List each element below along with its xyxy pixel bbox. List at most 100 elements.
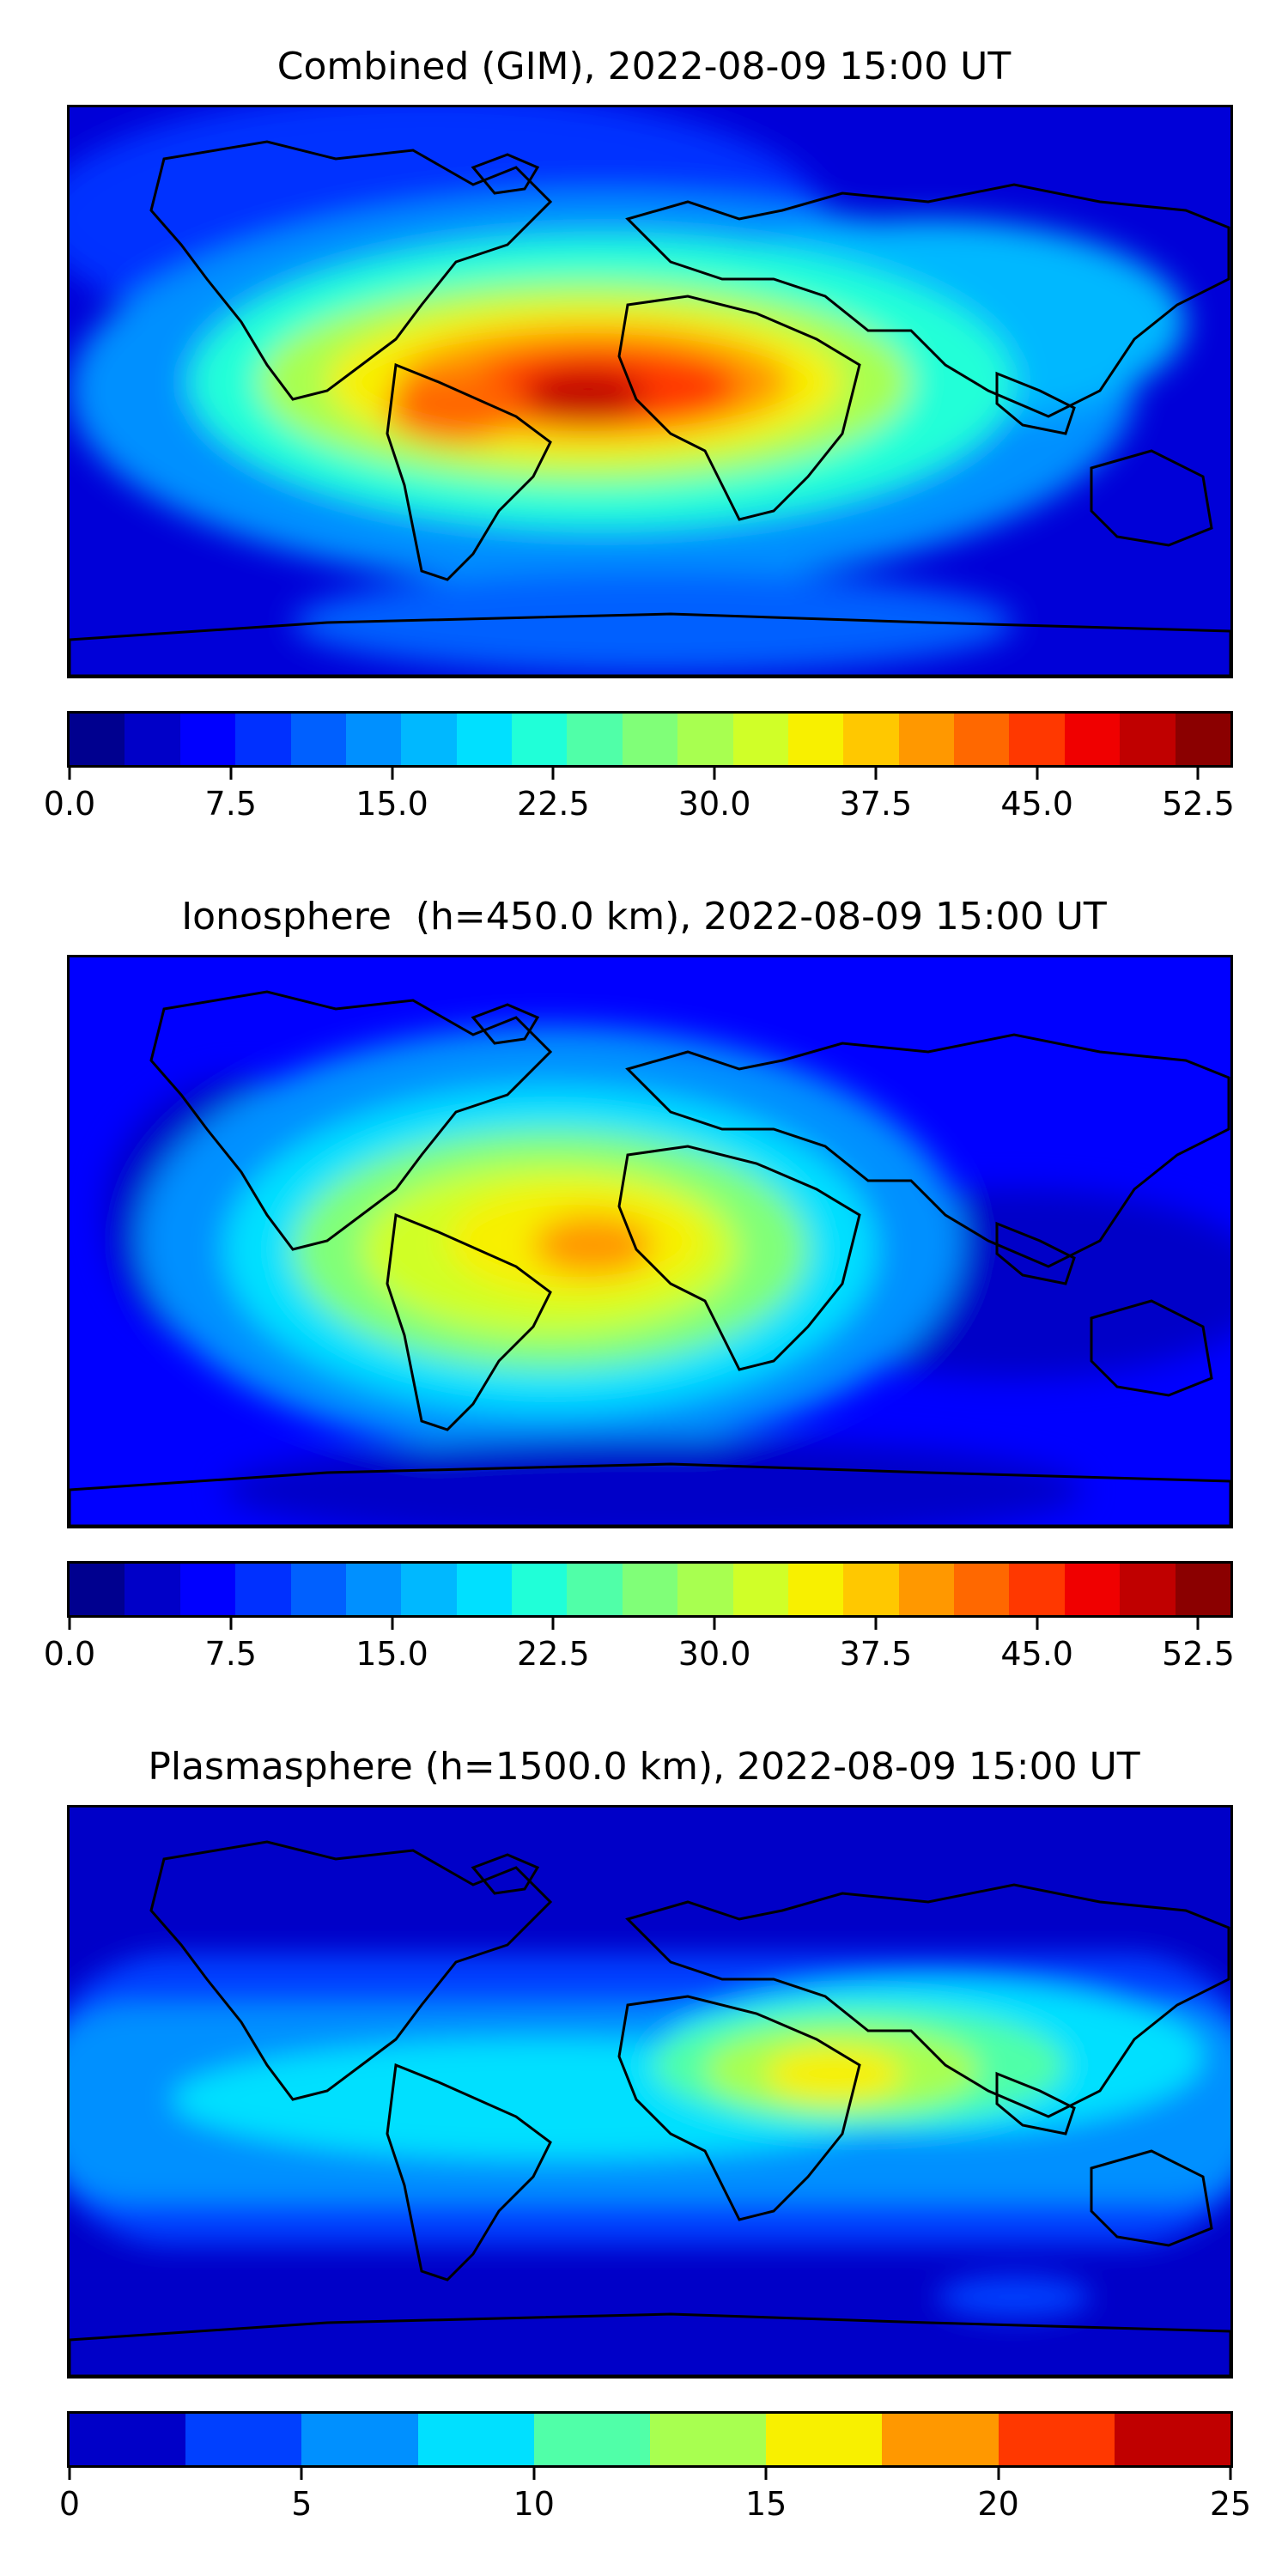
colorbar-tick-label: 15	[745, 2485, 787, 2523]
colorbar-tick-label: 52.5	[1162, 1635, 1235, 1673]
colorbar-swatch	[567, 714, 623, 765]
colorbar-swatch	[650, 2414, 767, 2465]
colorbar-tick-mark	[68, 768, 71, 780]
colorbar-tick-mark	[532, 2468, 536, 2480]
colorbar-swatch	[401, 1564, 457, 1615]
colorbar-swatch	[512, 714, 568, 765]
colorbar-tick-label: 37.5	[839, 1635, 913, 1673]
colorbar-tick-mark	[1229, 2468, 1232, 2480]
colorbar-swatch	[70, 2414, 186, 2465]
colorbar-swatch	[898, 714, 954, 765]
colorbar-tick-label: 22.5	[517, 1635, 590, 1673]
colorbar-swatch	[766, 2414, 883, 2465]
colorbar-tick-label: 52.5	[1162, 785, 1235, 823]
colorbar-swatch	[954, 714, 1010, 765]
colorbar-tick-label: 0.0	[43, 1635, 96, 1673]
colorbar-swatch	[125, 714, 180, 765]
colorbar-tick-mark	[229, 768, 233, 780]
colorbar-swatch	[345, 714, 402, 765]
colorbar-tick-label: 45.0	[1000, 1635, 1073, 1673]
colorbar-swatch	[1064, 714, 1121, 765]
colorbar-ticks-ionosphere: 0.0 7.5 15.0 22.5 30.0 37.5 45.0 52.5	[44, 1618, 1235, 1673]
colorbar-tick-mark	[391, 1618, 394, 1630]
colorbar-swatch	[677, 714, 733, 765]
colorbar-tick-label: 7.5	[204, 1635, 257, 1673]
panel-title-plasmasphere: Plasmasphere (h=1500.0 km), 2022-08-09 1…	[148, 1745, 1140, 1789]
colorbar-tick-label: 15.0	[355, 785, 428, 823]
colorbar-tick-mark	[229, 1618, 233, 1630]
colorbar-swatch	[290, 714, 346, 765]
colorbar-swatch	[1175, 1564, 1230, 1615]
colorbar-swatch	[732, 714, 788, 765]
panel-title-combined: Combined (GIM), 2022-08-09 15:00 UT	[276, 45, 1012, 88]
colorbar-tick-mark	[551, 768, 555, 780]
colorbar-swatch	[567, 1564, 623, 1615]
colorbar-swatch	[417, 2414, 534, 2465]
colorbar-tick-mark	[551, 1618, 555, 1630]
colorbar-swatch	[1064, 1564, 1121, 1615]
colorbar-tick-mark	[1036, 768, 1039, 780]
colorbar-tick-label: 30.0	[677, 785, 751, 823]
panel-title-ionosphere: Ionosphere (h=450.0 km), 2022-08-09 15:0…	[181, 895, 1107, 939]
colorbar-ticks-plasmasphere: 0 5 10 15 20 25	[59, 2468, 1251, 2523]
colorbar-tick-mark	[713, 1618, 716, 1630]
colorbar-swatch	[70, 1564, 125, 1615]
colorbar-tick-label: 37.5	[839, 785, 913, 823]
colorbar-swatch	[1009, 1564, 1065, 1615]
colorbar-tick-mark	[1196, 1618, 1200, 1630]
colorbar-tick-label: 10	[513, 2485, 555, 2523]
map-plasmasphere-contours	[70, 1807, 1230, 2376]
colorbar-tick-mark	[68, 2468, 71, 2480]
colorbar-swatch	[301, 2414, 418, 2465]
colorbar-tick-label: 0	[58, 2485, 81, 2523]
colorbar-swatch	[179, 1564, 236, 1615]
colorbar-tick-label: 30.0	[677, 1635, 751, 1673]
colorbar-swatch	[456, 714, 512, 765]
colorbar-swatch	[512, 1564, 568, 1615]
colorbar-swatch	[235, 1564, 291, 1615]
colorbar-swatch	[290, 1564, 346, 1615]
colorbar-tick-mark	[764, 2468, 768, 2480]
colorbar-swatch	[843, 714, 899, 765]
colorbar-swatch	[732, 1564, 788, 1615]
colorbar-tick-mark	[997, 2468, 1000, 2480]
colorbar-swatch	[898, 1564, 954, 1615]
colorbar-swatch	[843, 1564, 899, 1615]
colorbar-tick-label: 20	[977, 2485, 1019, 2523]
colorbar-swatch	[1120, 714, 1176, 765]
map-plasmasphere	[67, 1805, 1233, 2379]
colorbar-tick-label: 5	[291, 2485, 313, 2523]
colorbar-tick-label: 7.5	[204, 785, 257, 823]
colorbar-tick-mark	[713, 768, 716, 780]
map-combined	[67, 105, 1233, 678]
colorbar-swatch	[882, 2414, 999, 2465]
colorbar-swatch	[954, 1564, 1010, 1615]
colorbar-tick-label: 22.5	[517, 785, 590, 823]
colorbar-ticks-combined: 0.0 7.5 15.0 22.5 30.0 37.5 45.0 52.5	[44, 768, 1235, 823]
map-ionosphere-contours	[70, 957, 1230, 1526]
colorbar-plasmasphere	[67, 2411, 1233, 2468]
colorbar-tick-mark	[68, 1618, 71, 1630]
colorbar-swatch	[185, 2414, 302, 2465]
colorbar-swatch	[622, 714, 678, 765]
colorbar-swatch	[401, 714, 457, 765]
colorbar-swatch	[1114, 2414, 1231, 2465]
colorbar-swatch	[1120, 1564, 1176, 1615]
colorbar-tick-mark	[874, 768, 878, 780]
colorbar-swatch	[70, 714, 125, 765]
colorbar-combined	[67, 711, 1233, 768]
colorbar-tick-mark	[1036, 1618, 1039, 1630]
colorbar-swatch	[456, 1564, 512, 1615]
colorbar-tick-mark	[300, 2468, 303, 2480]
colorbar-tick-mark	[874, 1618, 878, 1630]
colorbar-swatch	[787, 1564, 844, 1615]
colorbar-swatch	[235, 714, 291, 765]
colorbar-swatch	[125, 1564, 180, 1615]
colorbar-swatch	[622, 1564, 678, 1615]
colorbar-swatch	[998, 2414, 1115, 2465]
colorbar-swatch	[533, 2414, 651, 2465]
colorbar-tick-label: 0.0	[43, 785, 96, 823]
colorbar-tick-mark	[391, 768, 394, 780]
colorbar-swatch	[677, 1564, 733, 1615]
colorbar-swatch	[1175, 714, 1230, 765]
